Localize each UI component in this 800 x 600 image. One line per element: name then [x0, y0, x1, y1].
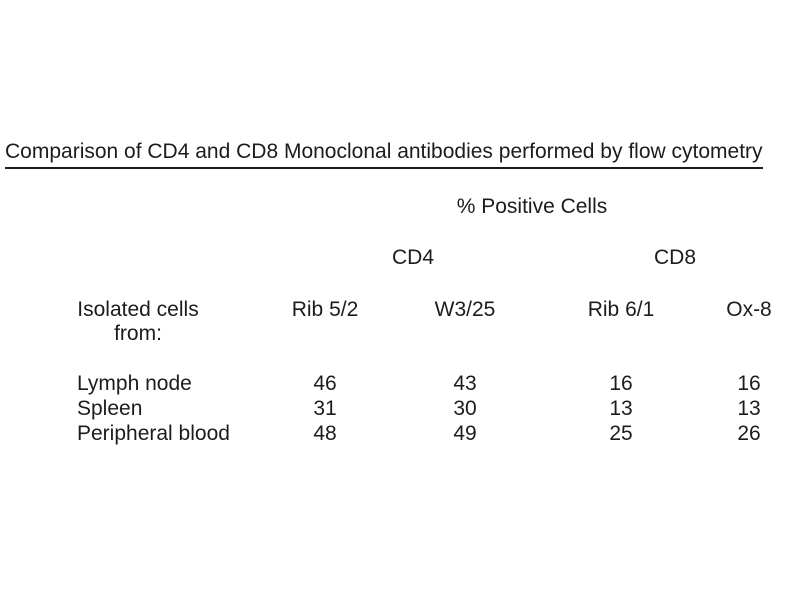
document-title: Comparison of CD4 and CD8 Monoclonal ant…	[5, 140, 763, 169]
stub-header-line2: from:	[114, 322, 162, 345]
column-header-ox8: Ox-8	[726, 298, 772, 321]
cell-peripheral-blood-ox8: 26	[737, 422, 761, 445]
cell-peripheral-blood-rib52: 48	[313, 422, 337, 445]
cell-peripheral-blood-w325: 49	[453, 422, 477, 445]
cell-spleen-rib52: 31	[313, 397, 337, 420]
cell-lymph-node-w325: 43	[453, 372, 477, 395]
row-label-peripheral-blood: Peripheral blood	[77, 422, 230, 445]
group-header-cd4: CD4	[391, 246, 434, 269]
document-title-text: Comparison of CD4 and CD8 Monoclonal ant…	[5, 140, 763, 169]
row-label-spleen: Spleen	[77, 397, 143, 420]
cell-lymph-node-ox8: 16	[737, 372, 761, 395]
cell-spleen-w325: 30	[453, 397, 477, 420]
cell-spleen-ox8: 13	[737, 397, 761, 420]
column-header-rib52: Rib 5/2	[291, 298, 359, 321]
column-header-rib61: Rib 6/1	[587, 298, 655, 321]
stub-header-line1: Isolated cells	[77, 298, 199, 321]
row-label-lymph-node: Lymph node	[77, 372, 192, 395]
cell-peripheral-blood-rib61: 25	[609, 422, 633, 445]
column-header-w325: W3/25	[434, 298, 496, 321]
table-caption: % Positive Cells	[456, 195, 608, 218]
stub-header: Isolated cells from:	[77, 298, 199, 346]
cell-spleen-rib61: 13	[609, 397, 633, 420]
group-header-cd8: CD8	[653, 246, 696, 269]
cell-lymph-node-rib52: 46	[313, 372, 337, 395]
cell-lymph-node-rib61: 16	[609, 372, 633, 395]
